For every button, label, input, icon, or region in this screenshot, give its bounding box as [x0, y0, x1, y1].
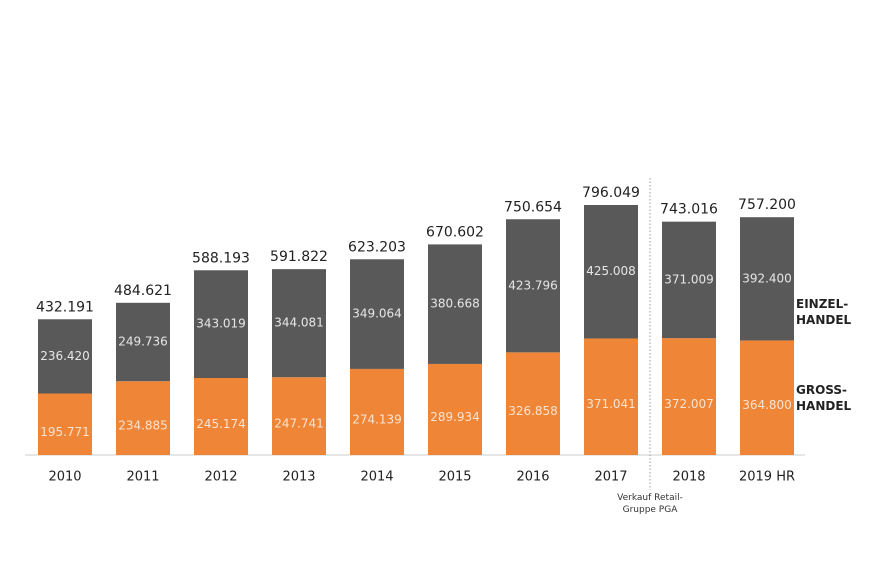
bar-segment: [662, 338, 716, 455]
value-label: 380.668: [430, 297, 480, 311]
value-label: 245.174: [196, 417, 246, 431]
total-label: 743.016: [660, 202, 718, 218]
value-label: 234.885: [118, 419, 168, 433]
bar-segment: [506, 219, 560, 353]
value-label: 423.796: [508, 278, 558, 292]
total-label: 432.191: [36, 299, 94, 315]
value-label: 364.800: [742, 398, 792, 412]
bar-segment: [584, 205, 638, 339]
value-label: 326.858: [508, 404, 558, 418]
bar-segment: [194, 270, 248, 379]
total-label: 670.602: [426, 224, 484, 240]
total-label: 588.193: [192, 250, 250, 266]
bar-segment: [740, 340, 794, 455]
bar-segment: [740, 217, 794, 341]
value-label: 371.009: [664, 272, 714, 286]
bar-segment: [584, 338, 638, 455]
bar-segment: [350, 368, 404, 455]
bar-segment: [662, 221, 716, 339]
value-label: 372.007: [664, 397, 714, 411]
total-label: 484.621: [114, 283, 172, 299]
bar-segment: [116, 302, 170, 382]
value-label: 392.400: [742, 271, 792, 285]
bar-segment: [428, 363, 482, 455]
bar-segment: [272, 269, 326, 378]
value-label: 274.139: [352, 412, 402, 426]
bar-segment: [272, 377, 326, 455]
value-label: 343.019: [196, 317, 246, 331]
x-tick-label: 2016: [516, 470, 549, 485]
x-tick-label: 2018: [672, 470, 705, 485]
value-label: 247.741: [274, 417, 324, 431]
x-tick-label: 2017: [594, 470, 627, 485]
bar-segment: [38, 393, 92, 455]
value-label: 344.081: [274, 316, 324, 330]
bar-segment: [428, 244, 482, 364]
bar-segment: [350, 259, 404, 369]
value-label: 425.008: [586, 264, 636, 278]
value-label: 371.041: [586, 397, 636, 411]
annotation: Verkauf Retail-Gruppe PGA: [617, 493, 683, 515]
bar-segment: [506, 352, 560, 455]
x-tick-label: 2010: [48, 470, 81, 485]
x-tick-label: 2014: [360, 470, 393, 485]
value-label: 249.736: [118, 335, 168, 349]
total-label: 750.654: [504, 199, 562, 215]
total-label: 623.203: [348, 239, 406, 255]
total-label: 591.822: [270, 249, 328, 265]
value-label: 349.064: [352, 307, 402, 321]
legend-entry: EINZEL-HANDEL: [796, 297, 852, 327]
value-label: 289.934: [430, 410, 480, 424]
legend-entry: GROSS-HANDEL: [796, 383, 852, 413]
x-tick-label: 2011: [126, 470, 159, 485]
value-label: 195.771: [40, 425, 90, 439]
x-tick-label: 2015: [438, 470, 471, 485]
total-label: 757.200: [738, 197, 796, 213]
x-tick-label: 2013: [282, 470, 315, 485]
x-tick-label: 2019 HR: [739, 470, 795, 485]
x-tick-label: 2012: [204, 470, 237, 485]
bar-segment: [194, 378, 248, 455]
bar-segment: [38, 319, 92, 394]
value-label: 236.420: [40, 349, 90, 363]
total-label: 796.049: [582, 185, 640, 201]
bar-segment: [116, 381, 170, 455]
